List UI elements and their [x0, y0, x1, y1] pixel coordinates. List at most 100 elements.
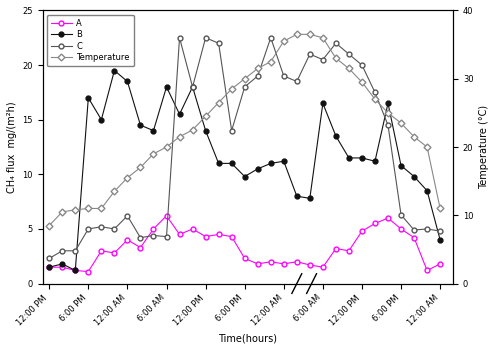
B: [229, 161, 235, 166]
Temperature: [411, 135, 417, 139]
C: [124, 214, 130, 218]
Temperature: [320, 36, 326, 40]
Temperature: [398, 121, 404, 125]
Temperature: [281, 39, 287, 43]
A: [424, 268, 430, 273]
Temperature: [202, 114, 208, 118]
B: [372, 159, 378, 163]
C: [112, 227, 118, 231]
C: [216, 41, 222, 45]
X-axis label: Time(hours): Time(hours): [218, 333, 277, 343]
A: [268, 260, 274, 264]
A: [346, 249, 352, 253]
B: [85, 96, 91, 100]
C: [346, 52, 352, 56]
B: [216, 161, 222, 166]
B: [177, 112, 183, 116]
Temperature: [229, 87, 235, 91]
A: [294, 260, 300, 264]
C: [98, 225, 104, 229]
A: [177, 232, 183, 237]
Temperature: [72, 208, 78, 212]
C: [424, 227, 430, 231]
Temperature: [150, 152, 156, 156]
B: [268, 161, 274, 166]
Temperature: [98, 206, 104, 211]
A: [98, 249, 104, 253]
B: [424, 189, 430, 193]
A: [216, 232, 222, 237]
B: [112, 69, 118, 73]
B: [359, 156, 365, 160]
Line: A: A: [47, 214, 442, 274]
A: [60, 265, 65, 269]
B: [189, 85, 195, 89]
B: [307, 196, 313, 201]
A: [385, 216, 391, 220]
B: [98, 118, 104, 122]
B: [398, 163, 404, 168]
C: [177, 36, 183, 40]
B: [320, 101, 326, 105]
A: [164, 214, 170, 218]
Temperature: [372, 97, 378, 101]
Temperature: [177, 135, 183, 139]
B: [46, 265, 52, 269]
A: [202, 234, 208, 239]
B: [333, 134, 339, 138]
Line: B: B: [47, 68, 442, 273]
C: [372, 90, 378, 94]
A: [411, 236, 417, 240]
B: [281, 159, 287, 163]
C: [385, 123, 391, 127]
Temperature: [346, 66, 352, 71]
Legend: A, B, C, Temperature: A, B, C, Temperature: [47, 15, 134, 66]
A: [72, 268, 78, 273]
Y-axis label: CH₄ flux  mg/(m²h): CH₄ flux mg/(m²h): [7, 101, 17, 193]
C: [398, 213, 404, 217]
C: [164, 234, 170, 239]
A: [46, 265, 52, 269]
Temperature: [242, 77, 248, 81]
A: [85, 270, 91, 274]
Temperature: [385, 111, 391, 115]
C: [202, 36, 208, 40]
B: [411, 174, 417, 179]
Temperature: [307, 32, 313, 36]
C: [137, 236, 143, 240]
A: [189, 227, 195, 231]
C: [150, 233, 156, 238]
B: [164, 85, 170, 89]
C: [281, 74, 287, 78]
Temperature: [216, 100, 222, 105]
Temperature: [124, 176, 130, 180]
A: [333, 246, 339, 251]
Line: Temperature: Temperature: [47, 32, 442, 228]
Line: C: C: [47, 35, 442, 261]
A: [124, 238, 130, 242]
C: [333, 41, 339, 45]
Temperature: [46, 223, 52, 228]
B: [202, 128, 208, 133]
Temperature: [164, 145, 170, 149]
C: [294, 79, 300, 84]
Temperature: [137, 166, 143, 170]
A: [150, 227, 156, 231]
Temperature: [189, 128, 195, 132]
B: [242, 174, 248, 179]
Temperature: [333, 56, 339, 60]
Temperature: [424, 145, 430, 149]
A: [112, 251, 118, 255]
B: [294, 194, 300, 198]
B: [60, 262, 65, 266]
C: [60, 249, 65, 253]
C: [437, 229, 443, 233]
A: [229, 234, 235, 239]
A: [281, 262, 287, 266]
Y-axis label: Temperature (°C): Temperature (°C): [479, 105, 489, 189]
Temperature: [268, 60, 274, 64]
C: [320, 57, 326, 62]
A: [398, 227, 404, 231]
C: [411, 228, 417, 232]
B: [346, 156, 352, 160]
